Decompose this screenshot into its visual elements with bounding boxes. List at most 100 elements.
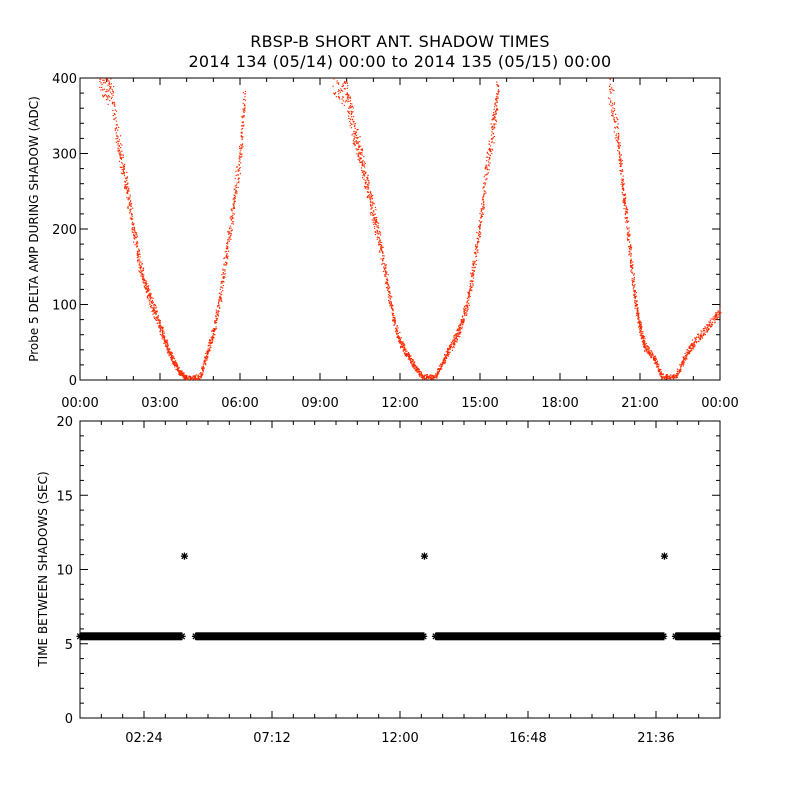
data-point: [638, 312, 640, 314]
data-point: [194, 376, 196, 378]
data-point: [633, 297, 635, 299]
data-point: [138, 270, 140, 272]
data-point: [393, 317, 395, 319]
data-point: [342, 90, 344, 92]
data-point: [105, 99, 108, 101]
data-point: [621, 170, 623, 172]
data-point: [144, 281, 146, 283]
data-point: [375, 220, 378, 222]
data-point: [243, 124, 245, 126]
data-point: [632, 264, 634, 266]
data-point: [637, 318, 639, 320]
data-point: [370, 208, 372, 210]
data-point: [482, 187, 484, 189]
bottom-plot-frame: [79, 420, 721, 719]
data-point: [494, 103, 496, 105]
data-point: [241, 147, 243, 149]
data-point: [456, 333, 458, 335]
data-point: [166, 342, 169, 344]
data-point: [109, 100, 111, 102]
data-point: [628, 230, 630, 232]
data-point: [462, 321, 465, 323]
data-point: [339, 98, 341, 100]
data-point: [458, 332, 461, 334]
data-point: [622, 187, 625, 190]
data-point: [149, 296, 151, 298]
data-point: [200, 374, 203, 376]
data-point: [100, 78, 102, 80]
data-point: [486, 165, 488, 167]
data-point: [638, 313, 640, 316]
data-point: [102, 79, 104, 81]
data-point: [228, 231, 230, 233]
data-point: [349, 118, 351, 120]
data-point: [354, 145, 356, 147]
data-point: [166, 344, 168, 346]
data-point: [381, 249, 383, 252]
data-point: [416, 367, 418, 369]
data-point: [489, 154, 491, 156]
data-point: [360, 157, 362, 160]
data-point: [468, 293, 471, 295]
data-point: [372, 203, 374, 205]
data-point: [157, 319, 159, 321]
data-point: [630, 270, 632, 272]
data-point: [492, 117, 494, 119]
data-point: [663, 376, 665, 378]
data-point: [644, 348, 646, 350]
data-point: [418, 372, 420, 374]
data-point: [486, 168, 489, 170]
data-point: [359, 161, 361, 163]
data-point: [226, 247, 229, 250]
data-point: [243, 109, 245, 112]
data-point: [619, 156, 621, 158]
data-point: [659, 632, 668, 640]
data-point: [468, 291, 470, 293]
data-point: [338, 97, 340, 99]
data-point: [134, 238, 136, 240]
data-point: [461, 319, 463, 321]
data-point: [455, 337, 457, 339]
data-point: [388, 295, 390, 297]
data-point: [453, 336, 455, 339]
data-point: [686, 358, 688, 360]
data-point: [411, 360, 413, 362]
data-point: [382, 260, 384, 262]
data-point: [160, 328, 162, 330]
data-point: [129, 203, 131, 205]
data-point: [236, 182, 238, 184]
data-point: [158, 327, 160, 329]
data-point: [146, 291, 148, 293]
data-point: [673, 374, 675, 376]
data-point: [409, 359, 411, 361]
data-point: [382, 246, 384, 248]
data-point: [357, 154, 359, 156]
data-point: [384, 274, 386, 276]
data-point: [240, 149, 242, 151]
data-point: [460, 323, 462, 325]
data-point: [464, 314, 466, 317]
data-point: [639, 323, 641, 325]
data-point: [669, 375, 671, 377]
data-point: [343, 104, 345, 106]
data-point: [362, 164, 364, 166]
data-point: [638, 319, 640, 321]
data-point: [690, 343, 692, 345]
data-point: [622, 201, 624, 203]
data-point: [707, 330, 709, 332]
data-point: [374, 213, 376, 215]
data-point: [673, 376, 675, 379]
data-point: [400, 345, 402, 347]
data-point: [238, 177, 240, 179]
data-point: [640, 338, 642, 340]
data-point: [691, 347, 693, 349]
data-point: [373, 211, 375, 213]
data-point: [222, 268, 224, 270]
data-point: [357, 128, 359, 130]
data-point: [495, 123, 497, 125]
data-point: [717, 314, 719, 316]
data-point: [626, 211, 628, 213]
data-point: [215, 317, 217, 319]
data-point: [220, 298, 222, 300]
data-point: [372, 221, 374, 223]
